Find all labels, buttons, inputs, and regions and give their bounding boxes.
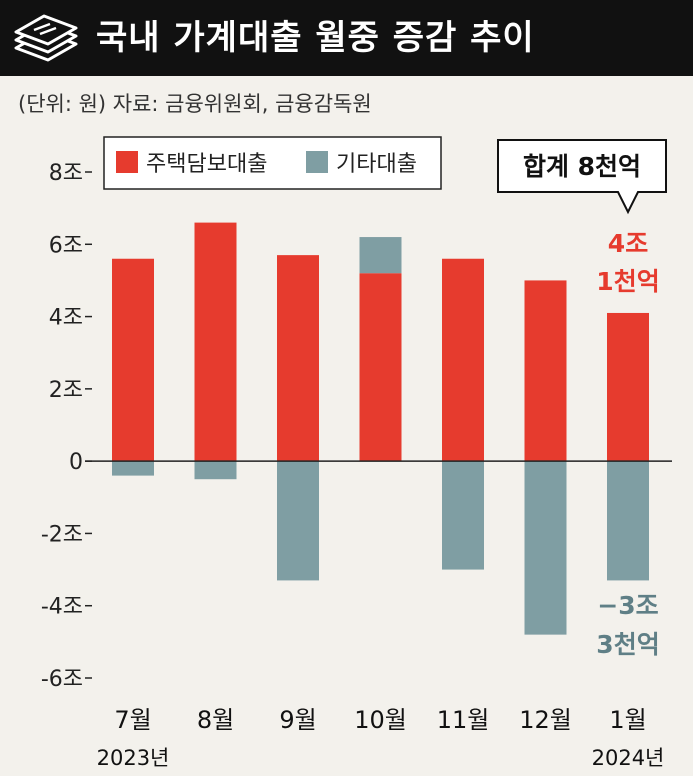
y-tick-label: 4조 — [49, 306, 83, 331]
other-annotation-line1: −3조 — [597, 591, 658, 620]
bar-housing — [112, 258, 154, 462]
x-category-label: 11월 — [437, 706, 490, 734]
bar-other — [524, 461, 567, 635]
bar-other — [607, 461, 649, 581]
source-note: (단위: 원) 자료: 금융위원회, 금융감독원 — [18, 92, 372, 116]
legend-box — [103, 136, 442, 190]
bar-other — [112, 461, 154, 476]
total-callout-box — [497, 139, 667, 215]
legend-label-housing: 주택담보대출 — [146, 152, 267, 177]
y-tick-label: -4조 — [41, 595, 83, 620]
bar-housing — [359, 273, 402, 462]
y-tick-label: 2조 — [49, 378, 83, 403]
total-label: 합계 8천억 — [523, 152, 641, 181]
legend-swatch-housing — [116, 151, 138, 173]
x-axis-labels: 7월 8월 9월 10월 11월 12월 1월 — [114, 706, 646, 734]
bar-housing — [442, 258, 484, 462]
y-tick-label: 0 — [69, 450, 83, 475]
other-annotation-line2: 3천억 — [596, 630, 659, 659]
y-tick-label: 8조 — [49, 161, 83, 186]
legend-label-other: 기타대출 — [336, 152, 417, 177]
x-category-label: 12월 — [519, 706, 572, 734]
x-category-label: 7월 — [114, 706, 151, 734]
bar-other — [442, 461, 484, 570]
bar-other — [359, 237, 402, 274]
page-title: 국내 가계대출 월중 증감 추이 — [96, 18, 535, 58]
bar-other — [277, 461, 319, 581]
bar-housing — [524, 280, 567, 462]
housing-annotation-line2: 1천억 — [596, 267, 659, 296]
year-label-last: 2024년 — [592, 746, 665, 770]
total-callout: 합계 8천억 — [497, 139, 667, 215]
stacked-money-icon — [14, 14, 78, 62]
bars — [112, 222, 649, 635]
x-category-label: 9월 — [279, 706, 316, 734]
x-category-label: 10월 — [354, 706, 407, 734]
x-category-label: 8월 — [197, 706, 234, 734]
bar-housing — [277, 255, 319, 462]
y-axis: 8조 6조 4조 2조 0 -2조 -4조 -6조 — [41, 161, 92, 692]
y-tick-label: -2조 — [41, 522, 83, 547]
x-category-label: 1월 — [609, 706, 646, 734]
bar-housing — [607, 312, 649, 462]
y-tick-label: 6조 — [49, 233, 83, 258]
title-bar: 국내 가계대출 월중 증감 추이 — [0, 0, 693, 76]
legend: 주택담보대출 기타대출 — [103, 136, 442, 190]
y-tick-label: -6조 — [41, 667, 83, 692]
bar-other — [194, 461, 237, 480]
bar-housing — [194, 222, 237, 462]
year-label-first: 2023년 — [97, 746, 170, 770]
housing-annotation-line1: 4조 — [608, 229, 648, 258]
legend-swatch-other — [306, 151, 328, 173]
